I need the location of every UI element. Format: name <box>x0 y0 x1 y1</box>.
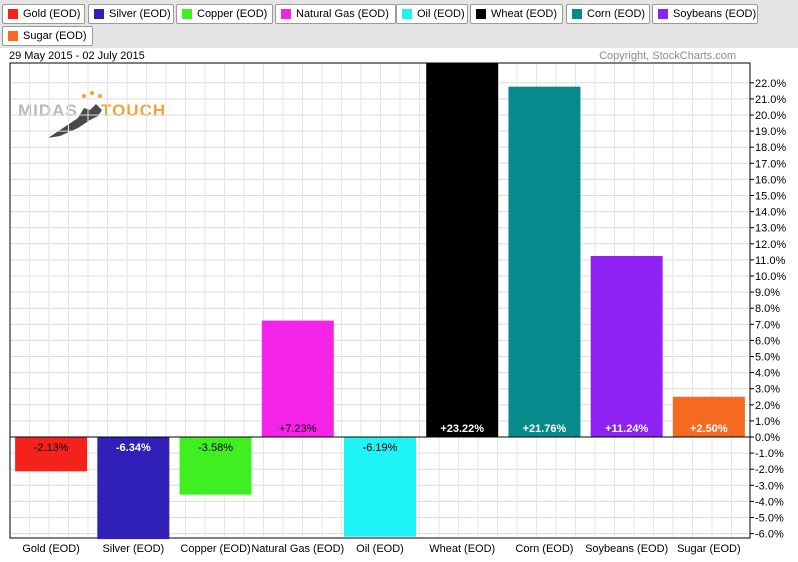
legend-item[interactable]: Corn (EOD) <box>566 4 650 24</box>
y-tick-label: -3.0% <box>755 480 784 492</box>
x-category-label: Natural Gas (EOD) <box>251 543 344 555</box>
y-tick-label: 22.0% <box>755 78 786 90</box>
legend-item[interactable]: Soybeans (EOD) <box>652 4 758 24</box>
bar <box>15 437 88 472</box>
y-tick-label: -6.0% <box>755 529 784 541</box>
y-tick-label: 9.0% <box>755 287 780 299</box>
legend-label: Copper (EOD) <box>197 8 268 20</box>
y-tick-label: 1.0% <box>755 416 780 428</box>
y-tick-label: -2.0% <box>755 464 784 476</box>
bar-value-label: +2.50% <box>690 423 728 435</box>
legend-label: Soybeans (EOD) <box>673 8 757 20</box>
legend-label: Wheat (EOD) <box>491 8 558 20</box>
legend-label: Natural Gas (EOD) <box>296 8 389 20</box>
bar-value-label: -6.19% <box>363 442 398 454</box>
y-tick-label: -1.0% <box>755 448 784 460</box>
legend-item[interactable]: Sugar (EOD) <box>2 26 93 46</box>
y-tick-label: 4.0% <box>755 368 780 380</box>
bar <box>672 396 745 437</box>
legend-swatch <box>8 31 18 41</box>
x-category-label: Gold (EOD) <box>22 543 79 555</box>
x-category-label: Sugar (EOD) <box>677 543 741 555</box>
y-tick-label: 7.0% <box>755 319 780 331</box>
star-icon <box>82 94 86 98</box>
legend-label: Gold (EOD) <box>23 8 81 20</box>
legend-label: Sugar (EOD) <box>23 30 87 42</box>
date-range-label: 29 May 2015 - 02 July 2015 <box>9 50 145 62</box>
x-category-label: Copper (EOD) <box>180 543 250 555</box>
legend-label: Oil (EOD) <box>417 8 465 20</box>
x-category-label: Silver (EOD) <box>102 543 164 555</box>
bar <box>97 437 170 540</box>
legend-item[interactable]: Gold (EOD) <box>2 4 85 24</box>
bar <box>426 63 499 438</box>
legend-item[interactable]: Oil (EOD) <box>396 4 468 24</box>
x-category-label: Soybeans (EOD) <box>585 543 668 555</box>
bar <box>590 256 663 437</box>
legend-swatch <box>658 9 668 19</box>
y-tick-label: -4.0% <box>755 496 784 508</box>
bar <box>344 437 416 537</box>
bar-value-label: -6.34% <box>116 442 151 454</box>
bar-value-label: -2.13% <box>34 442 69 454</box>
y-tick-label: 12.0% <box>755 239 786 251</box>
bar <box>179 437 252 495</box>
bar-value-label: +23.22% <box>440 423 484 435</box>
y-tick-label: 5.0% <box>755 352 780 364</box>
y-tick-label: 16.0% <box>755 174 786 186</box>
x-category-label: Corn (EOD) <box>515 543 573 555</box>
y-tick-label: 17.0% <box>755 158 786 170</box>
y-tick-label: 11.0% <box>755 255 786 267</box>
y-tick-label: 3.0% <box>755 384 780 396</box>
y-tick-label: 20.0% <box>755 110 786 122</box>
bar <box>261 320 334 437</box>
bar <box>508 86 581 437</box>
plot-border <box>9 62 751 539</box>
y-tick-label: 13.0% <box>755 223 786 235</box>
star-icon <box>98 94 102 98</box>
legend-label: Silver (EOD) <box>109 8 171 20</box>
bar-value-label: +11.24% <box>605 423 648 435</box>
legend-item[interactable]: Wheat (EOD) <box>470 4 563 24</box>
y-tick-label: 21.0% <box>755 94 786 106</box>
x-category-label: Oil (EOD) <box>356 543 404 555</box>
y-tick-label: 19.0% <box>755 126 786 138</box>
y-tick-label: 8.0% <box>755 303 780 315</box>
legend-swatch <box>476 9 486 19</box>
legend-swatch <box>402 9 412 19</box>
legend-item[interactable]: Copper (EOD) <box>176 4 273 24</box>
star-icon <box>90 91 94 95</box>
x-category-label: Wheat (EOD) <box>429 543 495 555</box>
legend-item[interactable]: Silver (EOD) <box>88 4 174 24</box>
legend-label: Corn (EOD) <box>587 8 646 20</box>
legend-swatch <box>94 9 104 19</box>
y-tick-label: -5.0% <box>755 513 784 525</box>
bar-value-label: +7.23% <box>279 423 317 435</box>
y-tick-label: 10.0% <box>755 271 786 283</box>
y-tick-label: 14.0% <box>755 207 786 219</box>
legend-bar: Gold (EOD) Silver (EOD) Copper (EOD) Natura… <box>0 0 798 48</box>
y-tick-label: 2.0% <box>755 400 780 412</box>
y-tick-label: 15.0% <box>755 191 786 203</box>
y-tick-label: 0.0% <box>755 432 780 444</box>
legend-swatch <box>572 9 582 19</box>
y-tick-label: 18.0% <box>755 142 786 154</box>
bar-value-label: -3.58% <box>198 442 233 454</box>
copyright-label: Copyright, StockCharts.com <box>599 50 736 62</box>
y-tick-label: 6.0% <box>755 335 780 347</box>
legend-swatch <box>281 9 291 19</box>
bar-value-label: +21.76% <box>523 423 567 435</box>
legend-swatch <box>182 9 192 19</box>
legend-swatch <box>8 9 18 19</box>
legend-item[interactable]: Natural Gas (EOD) <box>275 4 396 24</box>
